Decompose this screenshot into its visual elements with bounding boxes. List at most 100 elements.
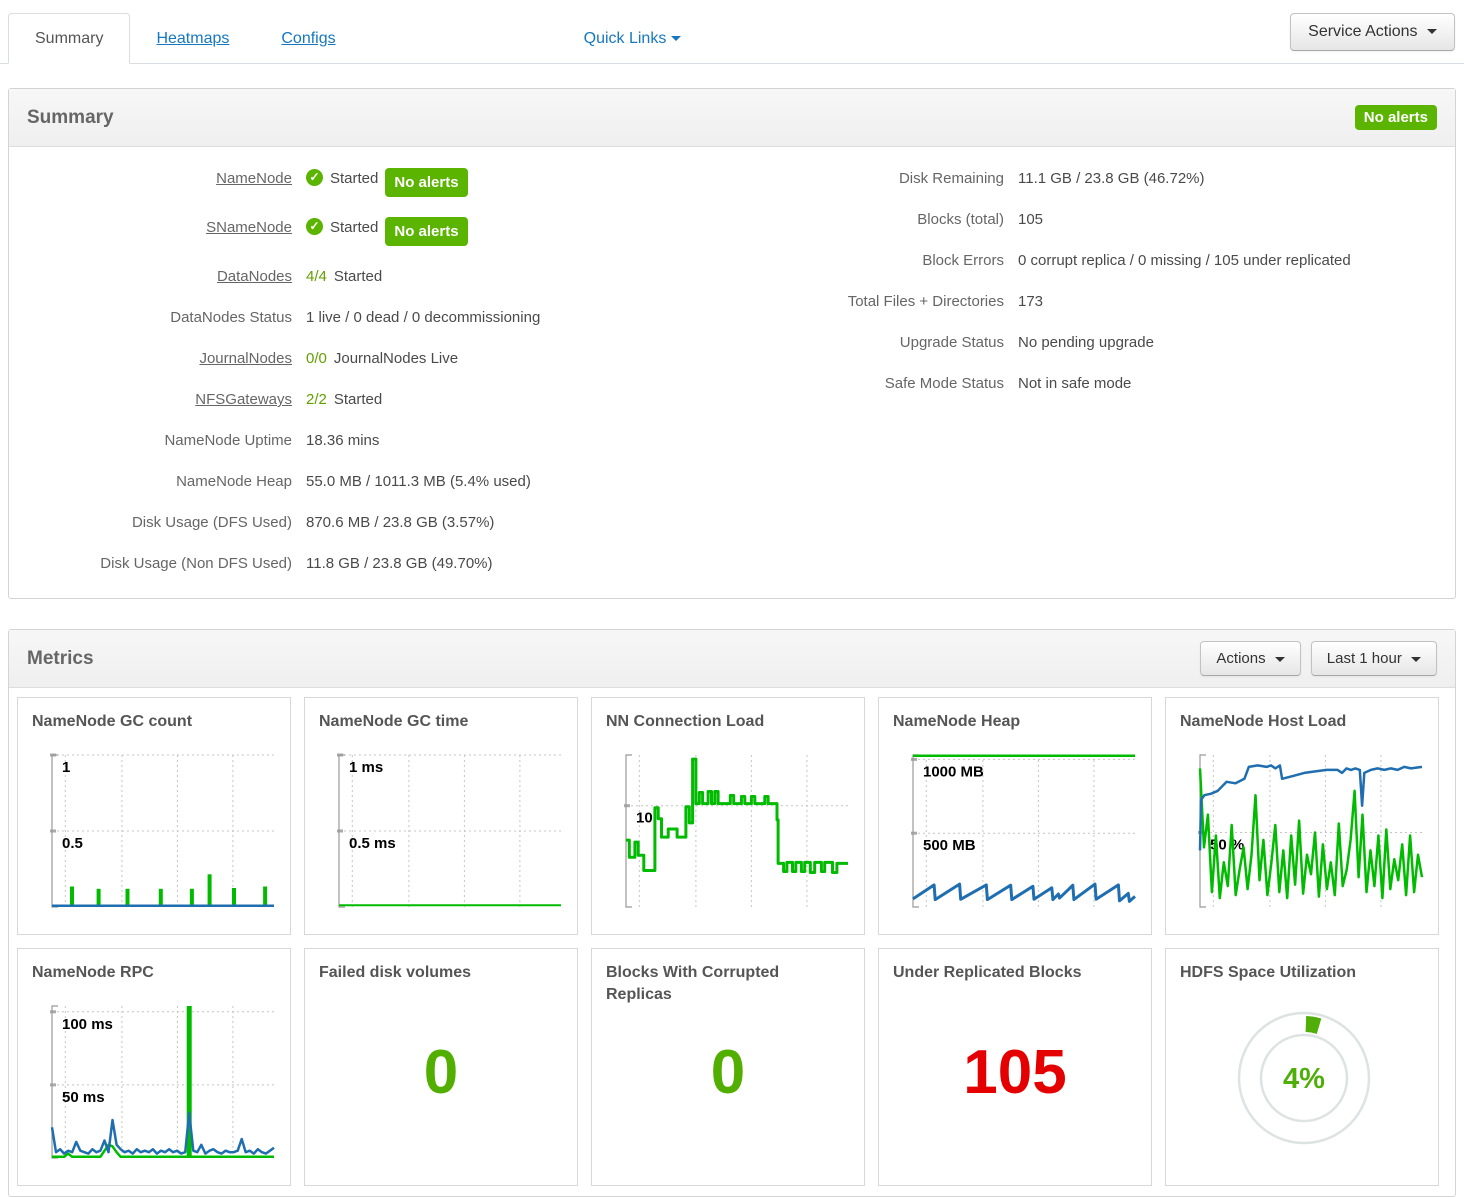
chevron-down-icon	[1427, 29, 1437, 34]
summary-row-right-0: Disk Remaining11.1 GB / 23.8 GB (46.72%)	[732, 158, 1455, 199]
namenode-gc-time-chart: 1 ms0.5 ms	[319, 745, 565, 917]
summary-value: 0 corrupt replica / 0 missing / 105 unde…	[1018, 250, 1351, 271]
metric-tile-nn-connection-load[interactable]: NN Connection Load 10	[591, 697, 865, 935]
summary-label-link[interactable]: JournalNodes	[9, 348, 292, 369]
summary-value-text: 0 corrupt replica / 0 missing / 105 unde…	[1018, 250, 1351, 271]
tab-heatmaps[interactable]: Heatmaps	[130, 14, 255, 63]
summary-value: ✓StartedNo alerts	[306, 168, 468, 197]
summary-label-link[interactable]: NFSGateways	[9, 389, 292, 410]
metric-title: NameNode Heap	[893, 711, 1141, 733]
summary-value: 105	[1018, 209, 1043, 230]
summary-label: Blocks (total)	[732, 209, 1004, 230]
tab-configs[interactable]: Configs	[255, 14, 361, 63]
summary-row-left-6: NameNode Uptime 18.36 mins	[9, 420, 732, 461]
summary-row-left-9: Disk Usage (Non DFS Used) 11.8 GB / 23.8 …	[9, 543, 732, 584]
svg-text:10: 10	[636, 809, 653, 826]
hdfs-space-donut: 4%	[1180, 990, 1428, 1166]
summary-value: 18.36 mins	[306, 430, 379, 451]
summary-label-link[interactable]: DataNodes	[9, 266, 292, 287]
svg-text:0.5: 0.5	[62, 835, 83, 852]
metric-title: HDFS Space Utilization	[1180, 962, 1428, 984]
time-range-button[interactable]: Last 1 hour	[1311, 641, 1437, 676]
summary-value: 55.0 MB / 1011.3 MB (5.4% used)	[306, 471, 531, 492]
summary-value-text: 11.1 GB / 23.8 GB (46.72%)	[1018, 168, 1205, 189]
summary-label: DataNodes Status	[9, 307, 292, 328]
quick-links-dropdown[interactable]: Quick Links	[584, 14, 682, 63]
summary-value-text: Started	[330, 168, 378, 189]
chevron-down-icon	[1275, 657, 1285, 662]
svg-text:4%: 4%	[1283, 1063, 1325, 1095]
summary-row-left-0: NameNode✓StartedNo alerts	[9, 158, 732, 207]
summary-value: 11.8 GB / 23.8 GB (49.70%)	[306, 553, 493, 574]
metric-tile-namenode-host-load[interactable]: NameNode Host Load 50 %	[1165, 697, 1439, 935]
namenode-rpc-chart: 100 ms50 ms	[32, 996, 278, 1168]
metric-tile-failed-disk-volumes[interactable]: Failed disk volumes 0	[304, 948, 578, 1186]
summary-value-text: Not in safe mode	[1018, 373, 1131, 394]
metrics-panel-header: Metrics Actions Last 1 hour	[9, 630, 1455, 688]
summary-row-left-5: NFSGateways 2/2 Started	[9, 379, 732, 420]
summary-label: Total Files + Directories	[732, 291, 1004, 312]
metric-title: NameNode Host Load	[1180, 711, 1428, 733]
tab-summary[interactable]: Summary	[8, 13, 130, 64]
metric-tile-blocks-with-corrupted-replicas[interactable]: Blocks With Corrupted Replicas0	[591, 948, 865, 1186]
summary-count-green: 4/4	[306, 266, 327, 287]
summary-row-right-2: Block Errors 0 corrupt replica / 0 missin…	[732, 240, 1455, 281]
summary-value: No pending upgrade	[1018, 332, 1154, 353]
quick-links-label: Quick Links	[584, 30, 667, 47]
summary-value-text: JournalNodes Live	[334, 348, 458, 369]
metric-tile-under-replicated-blocks[interactable]: Under Replicated Blocks105	[878, 948, 1152, 1186]
summary-value-text: 1 live / 0 dead / 0 decommissioning	[306, 307, 540, 328]
summary-label: Safe Mode Status	[732, 373, 1004, 394]
summary-label: Disk Usage (Non DFS Used)	[9, 553, 292, 574]
metric-tile-namenode-gc-count[interactable]: NameNode GC count10.5	[17, 697, 291, 935]
metric-title: Blocks With Corrupted Replicas	[606, 962, 854, 1005]
summary-left-column: NameNode✓StartedNo alertsSNameNode✓Start…	[9, 158, 732, 584]
service-actions-button[interactable]: Service Actions	[1290, 13, 1455, 51]
status-started-icon: ✓	[306, 169, 323, 186]
summary-value-text: Started	[330, 217, 378, 238]
summary-row-left-8: Disk Usage (DFS Used) 870.6 MB / 23.8 GB …	[9, 502, 732, 543]
summary-row-right-1: Blocks (total) 105	[732, 199, 1455, 240]
summary-value: 2/2 Started	[306, 389, 382, 410]
summary-label: Block Errors	[732, 250, 1004, 271]
metric-title: Failed disk volumes	[319, 962, 567, 984]
time-range-label: Last 1 hour	[1327, 650, 1402, 667]
summary-value-text: 55.0 MB / 1011.3 MB (5.4% used)	[306, 471, 531, 492]
summary-label: NameNode Uptime	[9, 430, 292, 451]
namenode-host-load-chart: 50 %	[1180, 745, 1426, 917]
summary-label-link[interactable]: SNameNode	[9, 217, 292, 246]
metrics-panel-title: Metrics	[27, 648, 94, 670]
svg-text:1000 MB: 1000 MB	[923, 763, 984, 780]
summary-label-link[interactable]: NameNode	[9, 168, 292, 197]
summary-value-text: Started	[334, 266, 382, 287]
summary-panel-header: Summary No alerts	[9, 89, 1455, 147]
status-started-icon: ✓	[306, 218, 323, 235]
metric-value: 0	[305, 1037, 577, 1108]
metrics-actions-button[interactable]: Actions	[1200, 641, 1300, 676]
metric-tile-namenode-rpc[interactable]: NameNode RPC 100 ms50 ms	[17, 948, 291, 1186]
chevron-down-icon	[1411, 657, 1421, 662]
summary-value-text: 105	[1018, 209, 1043, 230]
metric-tile-namenode-heap[interactable]: NameNode Heap 1000 MB500 MB	[878, 697, 1152, 935]
summary-count-green: 0/0	[306, 348, 327, 369]
nn-connection-load-chart: 10	[606, 745, 852, 917]
summary-body: NameNode✓StartedNo alertsSNameNode✓Start…	[9, 147, 1455, 598]
namenode-heap-chart: 1000 MB500 MB	[893, 745, 1139, 917]
namenode-gc-count-chart: 10.5	[32, 745, 278, 917]
summary-value-text: 870.6 MB / 23.8 GB (3.57%)	[306, 512, 494, 533]
summary-panel: Summary No alerts NameNode✓StartedNo ale…	[8, 88, 1456, 599]
metric-tile-namenode-gc-time[interactable]: NameNode GC time1 ms0.5 ms	[304, 697, 578, 935]
service-actions-label: Service Actions	[1308, 23, 1417, 40]
summary-value-text: Started	[334, 389, 382, 410]
metric-title: NameNode RPC	[32, 962, 280, 984]
metric-tile-hdfs-space-utilization[interactable]: HDFS Space Utilization 4%	[1165, 948, 1439, 1186]
chevron-down-icon	[671, 36, 681, 41]
summary-count-green: 2/2	[306, 389, 327, 410]
metric-title: NN Connection Load	[606, 711, 854, 733]
summary-label: Disk Usage (DFS Used)	[9, 512, 292, 533]
summary-value: 870.6 MB / 23.8 GB (3.57%)	[306, 512, 494, 533]
metrics-actions-label: Actions	[1216, 650, 1265, 667]
summary-row-right-3: Total Files + Directories173	[732, 281, 1455, 322]
summary-value: 4/4 Started	[306, 266, 382, 287]
summary-value-text: No pending upgrade	[1018, 332, 1154, 353]
